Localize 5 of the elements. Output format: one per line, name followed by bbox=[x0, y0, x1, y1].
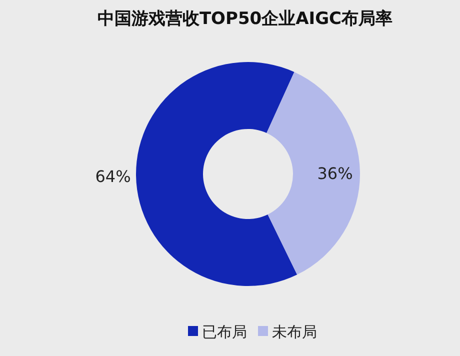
data-label: 36% bbox=[317, 164, 353, 183]
legend-label: 已布局 bbox=[202, 323, 247, 341]
chart-title: 中国游戏营收TOP50企业AIGC布局率 bbox=[97, 9, 393, 29]
legend-label: 未布局 bbox=[272, 323, 317, 341]
data-label: 64% bbox=[95, 166, 131, 186]
